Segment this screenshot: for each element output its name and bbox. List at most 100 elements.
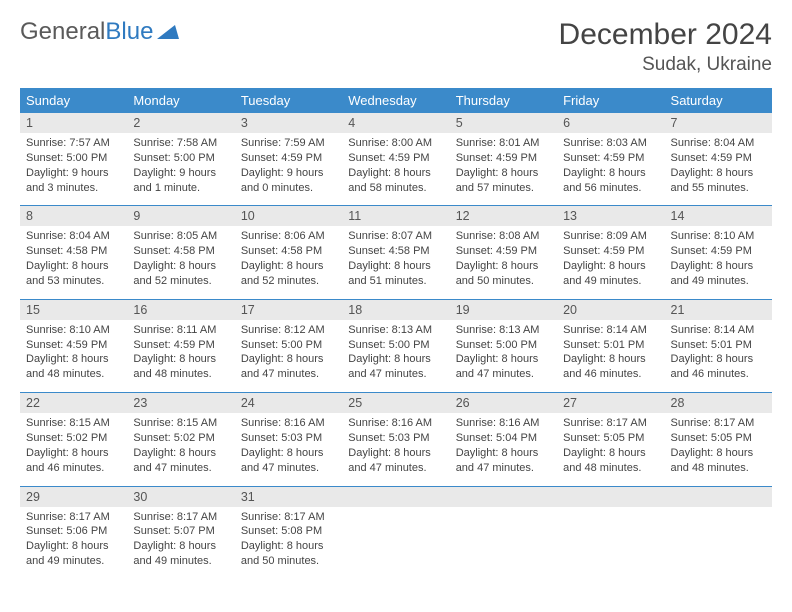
day-number: 9 <box>127 206 234 226</box>
sunset-line: Sunset: 4:59 PM <box>456 244 551 259</box>
daylight-line: Daylight: 9 hours and 3 minutes. <box>26 166 121 196</box>
calendar-day-cell: 13Sunrise: 8:09 AMSunset: 4:59 PMDayligh… <box>557 206 664 299</box>
calendar-day-cell: 9Sunrise: 8:05 AMSunset: 4:58 PMDaylight… <box>127 206 234 299</box>
sunrise-line: Sunrise: 8:08 AM <box>456 229 551 244</box>
sunset-line: Sunset: 4:58 PM <box>133 244 228 259</box>
weekday-header: Saturday <box>665 88 772 113</box>
day-number: 1 <box>20 113 127 133</box>
day-body: Sunrise: 8:14 AMSunset: 5:01 PMDaylight:… <box>665 320 772 392</box>
day-body: Sunrise: 8:17 AMSunset: 5:05 PMDaylight:… <box>557 413 664 485</box>
sunrise-line: Sunrise: 8:17 AM <box>241 510 336 525</box>
sunset-line: Sunset: 4:59 PM <box>563 151 658 166</box>
daylight-line: Daylight: 8 hours and 55 minutes. <box>671 166 766 196</box>
day-number: 2 <box>127 113 234 133</box>
calendar-day-cell: 2Sunrise: 7:58 AMSunset: 5:00 PMDaylight… <box>127 113 234 206</box>
weekday-header: Tuesday <box>235 88 342 113</box>
day-body: Sunrise: 8:05 AMSunset: 4:58 PMDaylight:… <box>127 226 234 298</box>
daylight-line: Daylight: 8 hours and 52 minutes. <box>133 259 228 289</box>
day-body: Sunrise: 8:13 AMSunset: 5:00 PMDaylight:… <box>450 320 557 392</box>
daylight-line: Daylight: 8 hours and 48 minutes. <box>133 352 228 382</box>
daylight-line: Daylight: 8 hours and 49 minutes. <box>671 259 766 289</box>
day-number: 24 <box>235 393 342 413</box>
calendar-day-cell: 29Sunrise: 8:17 AMSunset: 5:06 PMDayligh… <box>20 486 127 579</box>
sunrise-line: Sunrise: 8:17 AM <box>671 416 766 431</box>
day-body: Sunrise: 8:17 AMSunset: 5:07 PMDaylight:… <box>127 507 234 579</box>
day-body: Sunrise: 8:17 AMSunset: 5:06 PMDaylight:… <box>20 507 127 579</box>
calendar-day-cell: 25Sunrise: 8:16 AMSunset: 5:03 PMDayligh… <box>342 393 449 486</box>
sunrise-line: Sunrise: 8:06 AM <box>241 229 336 244</box>
daylight-line: Daylight: 8 hours and 47 minutes. <box>456 352 551 382</box>
sunset-line: Sunset: 5:01 PM <box>563 338 658 353</box>
day-number <box>557 487 664 507</box>
day-number: 15 <box>20 300 127 320</box>
sunset-line: Sunset: 4:58 PM <box>241 244 336 259</box>
daylight-line: Daylight: 8 hours and 47 minutes. <box>348 352 443 382</box>
logo-text-1: General <box>20 18 105 46</box>
sunset-line: Sunset: 4:59 PM <box>456 151 551 166</box>
sunrise-line: Sunrise: 8:14 AM <box>563 323 658 338</box>
sunset-line: Sunset: 5:02 PM <box>133 431 228 446</box>
calendar-day-cell: 28Sunrise: 8:17 AMSunset: 5:05 PMDayligh… <box>665 393 772 486</box>
calendar-day-cell: 27Sunrise: 8:17 AMSunset: 5:05 PMDayligh… <box>557 393 664 486</box>
day-number: 7 <box>665 113 772 133</box>
sunrise-line: Sunrise: 8:16 AM <box>348 416 443 431</box>
calendar-day-cell: 14Sunrise: 8:10 AMSunset: 4:59 PMDayligh… <box>665 206 772 299</box>
day-body: Sunrise: 7:57 AMSunset: 5:00 PMDaylight:… <box>20 133 127 205</box>
daylight-line: Daylight: 9 hours and 0 minutes. <box>241 166 336 196</box>
sunset-line: Sunset: 5:06 PM <box>26 524 121 539</box>
sunrise-line: Sunrise: 8:05 AM <box>133 229 228 244</box>
day-body: Sunrise: 8:09 AMSunset: 4:59 PMDaylight:… <box>557 226 664 298</box>
sunrise-line: Sunrise: 8:13 AM <box>456 323 551 338</box>
daylight-line: Daylight: 8 hours and 50 minutes. <box>241 539 336 569</box>
day-number: 4 <box>342 113 449 133</box>
sunset-line: Sunset: 5:07 PM <box>133 524 228 539</box>
day-body: Sunrise: 8:04 AMSunset: 4:59 PMDaylight:… <box>665 133 772 205</box>
daylight-line: Daylight: 8 hours and 46 minutes. <box>26 446 121 476</box>
sunset-line: Sunset: 4:59 PM <box>671 151 766 166</box>
calendar-day-cell: 18Sunrise: 8:13 AMSunset: 5:00 PMDayligh… <box>342 299 449 392</box>
month-title: December 2024 <box>559 18 772 52</box>
sunrise-line: Sunrise: 7:59 AM <box>241 136 336 151</box>
sunset-line: Sunset: 5:05 PM <box>671 431 766 446</box>
day-body: Sunrise: 8:03 AMSunset: 4:59 PMDaylight:… <box>557 133 664 205</box>
day-number: 5 <box>450 113 557 133</box>
weekday-header: Wednesday <box>342 88 449 113</box>
day-number: 30 <box>127 487 234 507</box>
daylight-line: Daylight: 9 hours and 1 minute. <box>133 166 228 196</box>
day-body <box>557 507 664 559</box>
daylight-line: Daylight: 8 hours and 47 minutes. <box>133 446 228 476</box>
day-body: Sunrise: 8:16 AMSunset: 5:03 PMDaylight:… <box>235 413 342 485</box>
daylight-line: Daylight: 8 hours and 53 minutes. <box>26 259 121 289</box>
sunrise-line: Sunrise: 8:15 AM <box>26 416 121 431</box>
sunrise-line: Sunrise: 8:10 AM <box>26 323 121 338</box>
sunrise-line: Sunrise: 8:15 AM <box>133 416 228 431</box>
daylight-line: Daylight: 8 hours and 57 minutes. <box>456 166 551 196</box>
day-number: 16 <box>127 300 234 320</box>
calendar-day-cell <box>557 486 664 579</box>
logo-text-2: Blue <box>105 18 153 46</box>
sunrise-line: Sunrise: 8:17 AM <box>26 510 121 525</box>
daylight-line: Daylight: 8 hours and 50 minutes. <box>456 259 551 289</box>
sunset-line: Sunset: 4:59 PM <box>241 151 336 166</box>
day-body: Sunrise: 8:14 AMSunset: 5:01 PMDaylight:… <box>557 320 664 392</box>
daylight-line: Daylight: 8 hours and 47 minutes. <box>241 446 336 476</box>
day-number: 17 <box>235 300 342 320</box>
day-number: 21 <box>665 300 772 320</box>
calendar-day-cell: 24Sunrise: 8:16 AMSunset: 5:03 PMDayligh… <box>235 393 342 486</box>
sunset-line: Sunset: 4:59 PM <box>133 338 228 353</box>
calendar-day-cell: 4Sunrise: 8:00 AMSunset: 4:59 PMDaylight… <box>342 113 449 206</box>
calendar-day-cell: 1Sunrise: 7:57 AMSunset: 5:00 PMDaylight… <box>20 113 127 206</box>
sunrise-line: Sunrise: 8:17 AM <box>133 510 228 525</box>
sunset-line: Sunset: 5:05 PM <box>563 431 658 446</box>
calendar-day-cell: 11Sunrise: 8:07 AMSunset: 4:58 PMDayligh… <box>342 206 449 299</box>
calendar-week-row: 1Sunrise: 7:57 AMSunset: 5:00 PMDaylight… <box>20 113 772 206</box>
sunrise-line: Sunrise: 7:57 AM <box>26 136 121 151</box>
day-body: Sunrise: 8:06 AMSunset: 4:58 PMDaylight:… <box>235 226 342 298</box>
daylight-line: Daylight: 8 hours and 47 minutes. <box>241 352 336 382</box>
daylight-line: Daylight: 8 hours and 48 minutes. <box>671 446 766 476</box>
header: GeneralBlue December 2024 Sudak, Ukraine <box>20 18 772 76</box>
sunset-line: Sunset: 4:59 PM <box>563 244 658 259</box>
day-number: 29 <box>20 487 127 507</box>
sunset-line: Sunset: 5:00 PM <box>348 338 443 353</box>
sunrise-line: Sunrise: 8:07 AM <box>348 229 443 244</box>
